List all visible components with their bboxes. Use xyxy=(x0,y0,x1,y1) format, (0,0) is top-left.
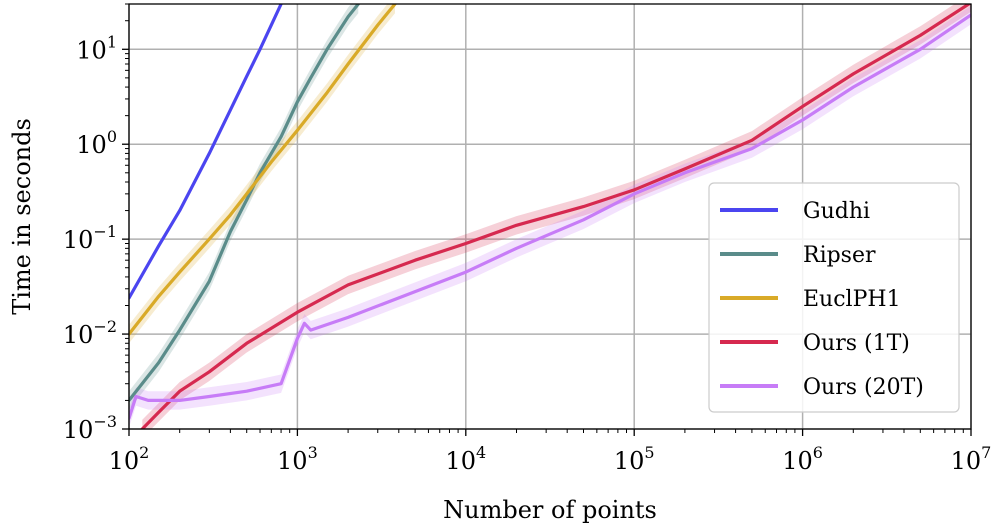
x-tick-label: 107 xyxy=(951,443,992,475)
x-tick-label: 105 xyxy=(614,443,655,475)
legend-label: Gudhi xyxy=(803,199,870,224)
y-tick-label: 100 xyxy=(76,127,117,159)
x-tick-label: 106 xyxy=(782,443,823,475)
series-line-euclph1 xyxy=(129,4,397,336)
series-line-gudhi xyxy=(129,4,283,300)
series-lines xyxy=(129,4,971,429)
y-tick-label: 10−2 xyxy=(63,317,117,349)
y-tick-label: 10−3 xyxy=(63,412,117,444)
series-band-ours-1t xyxy=(142,4,971,429)
legend: Gudhi Ripser EuclPH1 Ours (1T) Ours (20T) xyxy=(708,182,960,413)
legend-box xyxy=(708,182,960,413)
legend-label: Ours (20T) xyxy=(803,375,924,400)
x-tick-label: 103 xyxy=(277,443,318,475)
x-tick-label: 102 xyxy=(109,443,150,475)
series-line-ours-1t xyxy=(140,4,971,429)
legend-label: Ripser xyxy=(803,243,876,268)
series-line-ripser xyxy=(129,4,360,402)
x-axis-label: Number of points xyxy=(443,496,657,524)
series-line-ours-20t xyxy=(129,13,971,420)
y-tick-label: 101 xyxy=(76,32,117,64)
x-tick-label: 104 xyxy=(445,443,486,475)
y-tick-label: 10−1 xyxy=(63,222,117,254)
legend-label: Ours (1T) xyxy=(803,331,910,356)
plot-frame xyxy=(128,3,972,430)
axis-ticks: 102 103 104 105 106 107 10−3 10−2 10−1 100 101 xyxy=(63,3,992,475)
y-axis-label: Time in seconds xyxy=(8,118,36,315)
legend-label: EuclPH1 xyxy=(803,287,901,312)
